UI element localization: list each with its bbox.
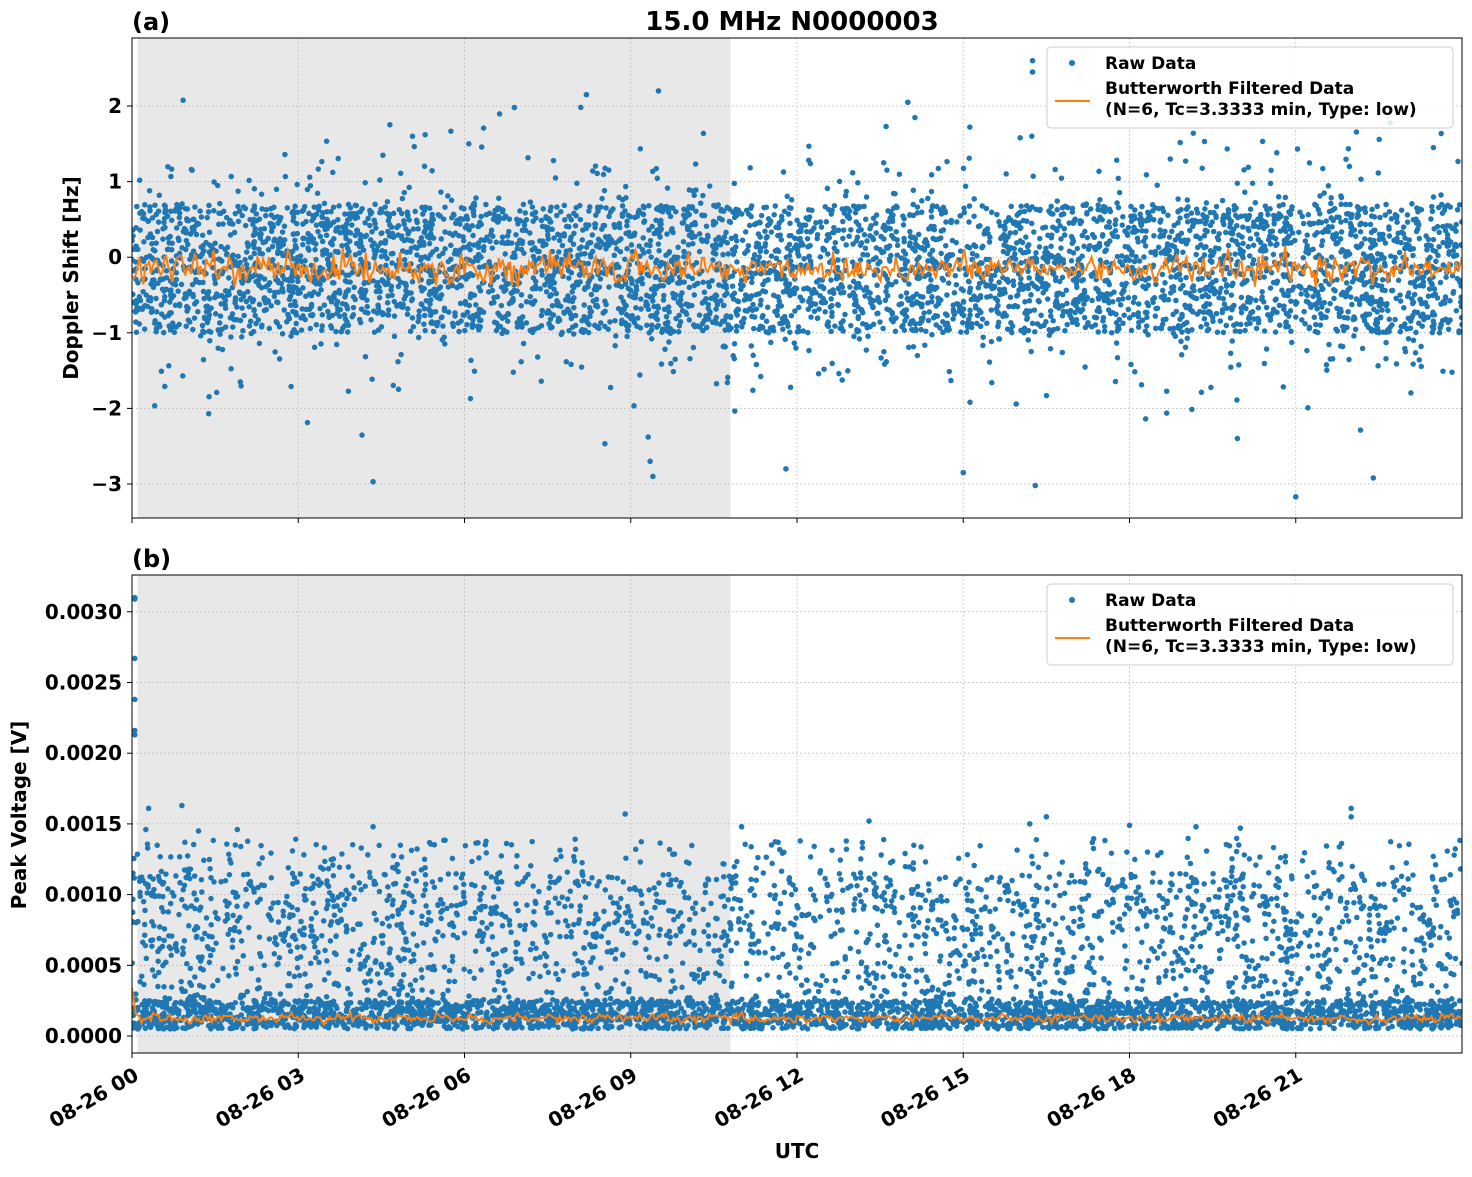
raw-outlier-point (132, 596, 138, 602)
raw-outlier-point (132, 655, 138, 662)
x-tick-label: 08-26 06 (377, 1062, 475, 1132)
raw-data-points (132, 835, 1462, 1032)
y-tick-label: 0.0020 (45, 741, 122, 765)
legend: Raw Data Butterworth Filtered Data(N=6, T… (1046, 583, 1454, 666)
x-axis-label: UTC (775, 1139, 820, 1163)
legend-filtered-label: Butterworth Filtered Data (1105, 79, 1354, 99)
raw-outlier-point (370, 478, 376, 485)
panel-a-ylabel: Doppler Shift [Hz] (59, 176, 83, 380)
raw-outlier-point (234, 826, 241, 833)
raw-outlier-point (143, 826, 149, 833)
raw-outlier-point (511, 104, 518, 111)
panel-b: (b) 0.0000 0.0005 0.0010 0.0015 0.0020 0.0025… (7, 545, 1463, 1163)
legend-raw-marker (1069, 60, 1075, 66)
raw-outliers (132, 594, 1354, 834)
raw-outlier-point (655, 88, 662, 94)
x-tick-label: 08-26 18 (1042, 1062, 1140, 1132)
filtered-line (132, 987, 1462, 1027)
x-tick-label: 08-26 15 (876, 1062, 974, 1132)
raw-outlier-point (179, 802, 185, 809)
raw-outlier-point (1026, 821, 1033, 827)
night-shading (137, 575, 731, 1053)
raw-data-points (132, 97, 1462, 447)
panel-a-tag: (a) (132, 8, 170, 36)
y-tick-label: −2 (91, 396, 122, 420)
x-tick-label: 08-26 03 (211, 1062, 309, 1132)
legend-box (1046, 46, 1454, 129)
raw-outlier-point (1029, 69, 1036, 75)
y-tick-label: 2 (108, 94, 122, 118)
legend-raw-label: Raw Data (1105, 54, 1196, 74)
raw-outlier-point (783, 466, 789, 472)
raw-outlier-point (1193, 823, 1199, 830)
y-tick-label: 0 (108, 245, 122, 269)
raw-outlier-point (145, 805, 152, 812)
x-tick-label: 08-26 09 (544, 1062, 642, 1132)
x-tick-label: 08-26 21 (1209, 1062, 1307, 1132)
raw-outlier-point (1126, 822, 1133, 829)
raw-outlier-point (1237, 825, 1244, 831)
raw-outlier-point (195, 828, 202, 834)
raw-outlier-point (132, 696, 138, 703)
raw-outlier-point (905, 99, 911, 106)
raw-outlier-point (1348, 805, 1354, 812)
raw-outlier-point (738, 823, 745, 830)
data-layer (132, 57, 1462, 500)
raw-outlier-point (132, 727, 138, 734)
filtered-line (132, 245, 1462, 288)
legend-box (1046, 583, 1454, 666)
y-tick-label: 0.0030 (45, 600, 122, 624)
raw-outlier-point (1292, 494, 1299, 500)
y-tick-label: −1 (91, 321, 122, 345)
y-tick-label: 0.0000 (45, 1024, 122, 1048)
panel-a-plot-area: −3 −2 −1 0 1 2 Raw Data Butterworth Filtered Da… (91, 37, 1463, 523)
x-tick-label: 08-26 00 (45, 1062, 143, 1132)
y-tick-label: 0.0025 (45, 670, 122, 694)
y-tick-label: 0.0010 (45, 883, 122, 907)
panel-b-plot-area: 0.0000 0.0005 0.0010 0.0015 0.0020 0.0025 0.00… (45, 574, 1463, 1133)
raw-outliers (370, 57, 1377, 500)
legend-filtered-label: Butterworth Filtered Data (1105, 616, 1354, 636)
legend: Raw Data Butterworth Filtered Data(N=6, T… (1046, 46, 1454, 129)
y-tick-label: 0.0015 (45, 812, 122, 836)
raw-outlier-point (1348, 814, 1354, 820)
raw-outlier-point (960, 469, 967, 476)
y-tick-label: −3 (91, 472, 122, 496)
raw-outlier-point (622, 811, 629, 817)
panel-b-tag: (b) (132, 545, 171, 573)
panel-b-ylabel: Peak Voltage [V] (7, 721, 31, 910)
figure-title: 15.0 MHz N0000003 (645, 7, 938, 37)
y-tick-label: 1 (108, 170, 122, 194)
raw-outlier-point (132, 732, 138, 738)
y-tick-label: 0.0005 (45, 953, 122, 977)
raw-outlier-point (866, 818, 872, 824)
panel-a: (a) −3 −2 −1 0 1 2 Raw Data Butterworth Filtere… (59, 8, 1463, 523)
raw-outlier-point (1370, 475, 1377, 481)
raw-outlier-point (647, 458, 653, 465)
raw-outlier-point (583, 91, 590, 98)
data-layer (132, 594, 1462, 1032)
raw-outlier-point (1029, 57, 1036, 64)
raw-outlier-point (370, 823, 376, 830)
x-tick-label: 08-26 12 (710, 1062, 808, 1132)
legend-raw-label: Raw Data (1105, 591, 1196, 611)
legend-filtered-params: (N=6, Tc=3.3333 min, Type: low) (1105, 100, 1417, 120)
raw-outlier-point (1043, 814, 1050, 820)
raw-outlier-point (650, 473, 656, 480)
legend-raw-marker (1069, 597, 1075, 603)
legend-filtered-params: (N=6, Tc=3.3333 min, Type: low) (1105, 637, 1417, 657)
raw-outlier-point (1032, 482, 1039, 489)
